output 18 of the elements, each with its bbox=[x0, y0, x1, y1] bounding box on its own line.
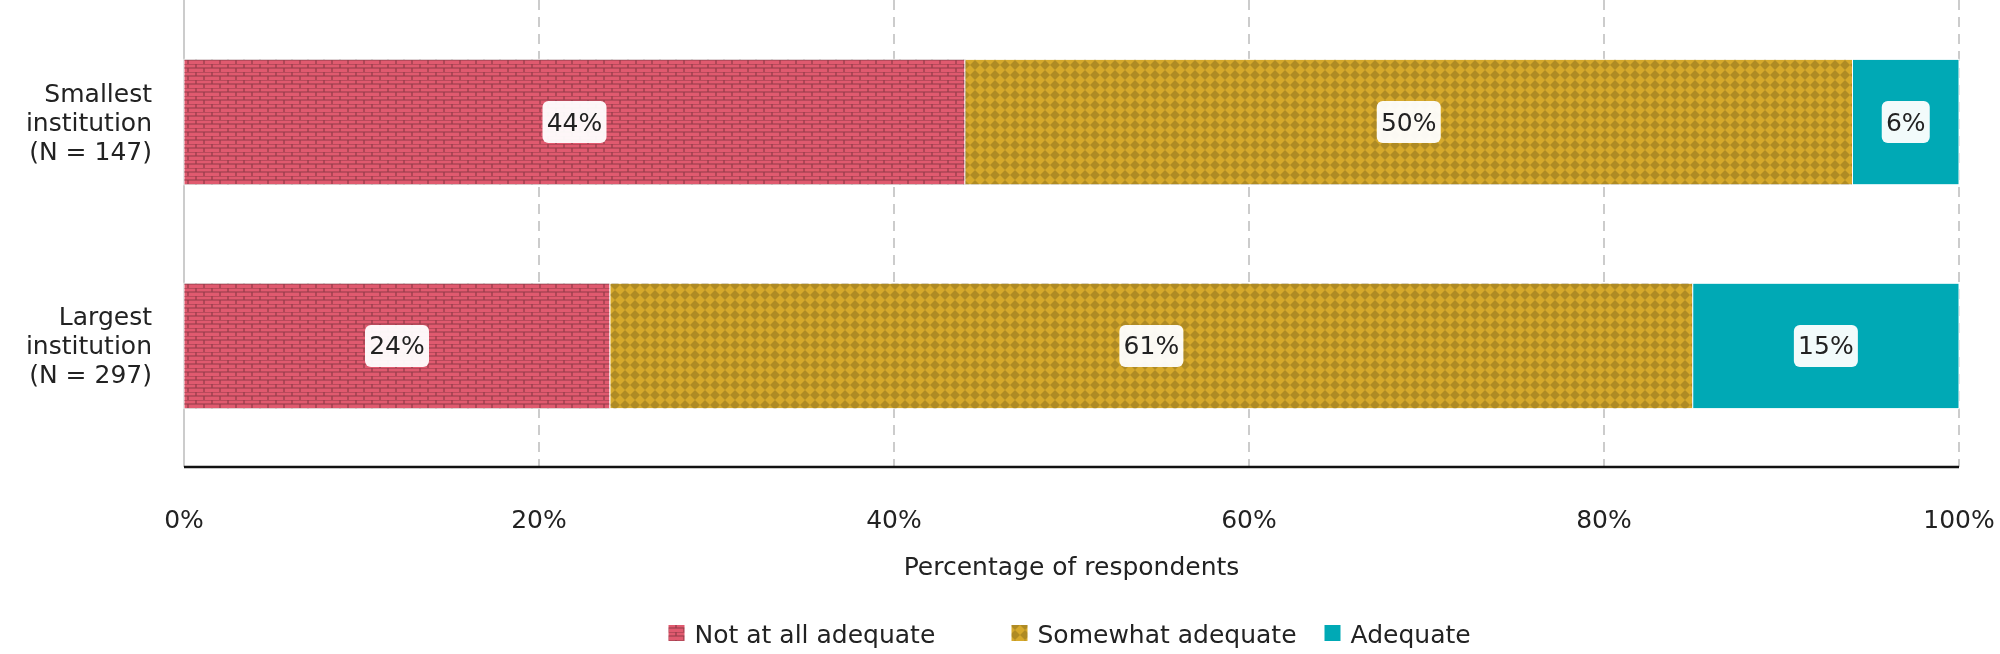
x-tick-label: 60% bbox=[1221, 505, 1277, 534]
x-axis-title: Percentage of respondents bbox=[903, 552, 1240, 581]
data-label: 44% bbox=[546, 107, 603, 137]
data-label: 15% bbox=[1798, 331, 1854, 361]
data-label: 50% bbox=[1380, 107, 1437, 137]
x-tick-label: 40% bbox=[866, 505, 922, 534]
x-tick-label: 100% bbox=[1923, 505, 1995, 534]
x-tick-label: 0% bbox=[164, 505, 204, 534]
y-tick-label: Smallest institution (N = 147) bbox=[25, 78, 153, 166]
data-label: 24% bbox=[369, 331, 425, 361]
legend-label: Not at all adequate bbox=[694, 619, 936, 649]
x-tick-label: 20% bbox=[511, 505, 567, 534]
x-tick-label: 80% bbox=[1576, 505, 1632, 534]
legend-label: Somewhat adequate bbox=[1037, 619, 1297, 649]
data-label: 61% bbox=[1123, 331, 1180, 361]
legend-label: Adequate bbox=[1350, 619, 1471, 649]
data-label: 6% bbox=[1885, 107, 1926, 137]
y-tick-label: Largest institution (N = 297) bbox=[25, 302, 153, 390]
